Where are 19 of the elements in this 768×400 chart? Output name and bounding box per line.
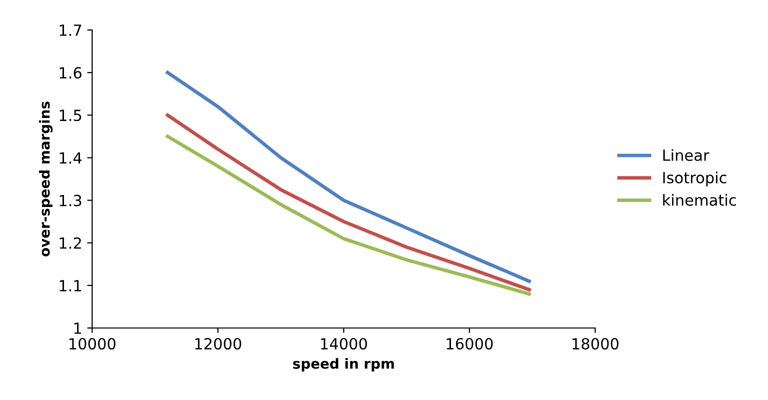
y-tick-label: 1.4 [60, 152, 82, 164]
y-axis-title: over-speed margins [39, 102, 53, 256]
y-tick-label: 1.3 [60, 194, 82, 206]
y-tick-label: 1.5 [60, 110, 82, 122]
x-tick-label: 18000 [572, 338, 618, 350]
line-series [166, 70, 531, 283]
y-tick-label: 1.7 [60, 24, 82, 36]
x-tick-label: 16000 [446, 338, 493, 350]
x-tick-label: 14000 [321, 338, 367, 350]
legend-label: kinematic [663, 194, 736, 206]
y-tick-label: 1.6 [60, 67, 82, 79]
y-tick-label: 1 [74, 322, 82, 334]
x-tick-label: 10000 [70, 338, 116, 350]
y-tick-label: 1.2 [60, 237, 81, 249]
y-tick-label: 1.1 [60, 280, 82, 292]
x-tick-label: 12000 [195, 338, 242, 350]
legend-label: Linear [663, 149, 710, 162]
x-axis-title: speed in rpm [293, 358, 394, 372]
legend-label: Isotropic [663, 172, 726, 186]
